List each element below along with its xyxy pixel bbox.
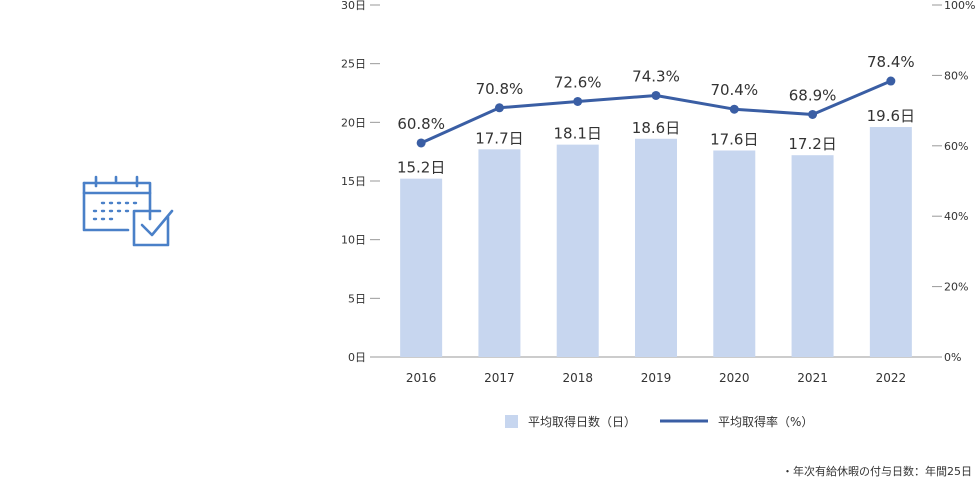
legend: 平均取得日数（日） 平均取得率（%） (505, 414, 813, 429)
right-tick-label: 60% (944, 140, 968, 153)
line-point (494, 103, 504, 113)
legend-line-label: 平均取得率（%） (718, 414, 813, 429)
left-tick-label: 5日 (348, 292, 366, 305)
line-data-label: 70.8% (476, 80, 524, 98)
left-tick-label: 25日 (341, 58, 366, 71)
right-tick-label: 100% (944, 0, 975, 12)
bar-data-label: 18.6日 (632, 119, 680, 137)
x-tick-label: 2018 (562, 371, 593, 385)
left-tick-label: 20日 (341, 116, 366, 129)
bar (478, 149, 521, 357)
line-point (886, 76, 896, 86)
legend-bar-label: 平均取得日数（日） (528, 414, 636, 429)
bar-series (400, 127, 912, 357)
bar-data-label: 18.1日 (554, 125, 602, 143)
x-tick-label: 2017 (484, 371, 515, 385)
line-point (573, 96, 583, 106)
line-point (808, 109, 818, 119)
bar (791, 155, 834, 357)
data-labels: 15.2日 17.7日 18.1日 18.6日 17.6日 17.2日 19.6日 60.8%… (397, 53, 915, 177)
bar-data-label: 15.2日 (397, 159, 445, 177)
right-tick-label: 80% (944, 69, 968, 82)
line-data-label: 74.3% (632, 67, 680, 85)
bar (400, 178, 443, 357)
x-tick-label: 2016 (406, 371, 437, 385)
bar (869, 127, 912, 357)
x-tick-label: 2019 (641, 371, 672, 385)
line-data-label: 60.8% (397, 115, 445, 133)
x-tick-label: 2020 (719, 371, 750, 385)
line-series (416, 76, 896, 148)
bar-data-label: 17.7日 (475, 129, 523, 147)
left-tick-label: 15日 (341, 175, 366, 188)
line-data-label: 78.4% (867, 53, 915, 71)
bar (713, 150, 756, 357)
right-tick-label: 0% (944, 351, 961, 364)
bar-data-label: 17.2日 (788, 135, 836, 153)
line-data-label: 68.9% (789, 86, 837, 104)
bar-data-label: 17.6日 (710, 130, 758, 148)
calendar-check-icon (80, 175, 176, 251)
line-data-label: 72.6% (554, 73, 602, 91)
bar-data-label: 19.6日 (867, 107, 915, 125)
line-point (416, 138, 426, 148)
right-tick-label: 40% (944, 210, 968, 223)
bar (635, 138, 677, 357)
bar (556, 144, 599, 357)
left-tick-label: 10日 (341, 234, 366, 247)
right-tick-label: 20% (944, 281, 968, 294)
line-point (729, 104, 739, 114)
footnote: ・年次有給休暇の付与日数：年間25日 (782, 465, 972, 477)
legend-bar-swatch (505, 415, 518, 428)
x-tick-label: 2022 (876, 371, 907, 385)
left-tick-label: 0日 (348, 351, 366, 364)
left-tick-label: 30日 (341, 0, 366, 12)
line-data-label: 70.4% (710, 81, 758, 99)
x-tick-label: 2021 (797, 371, 828, 385)
line-point (651, 90, 661, 100)
